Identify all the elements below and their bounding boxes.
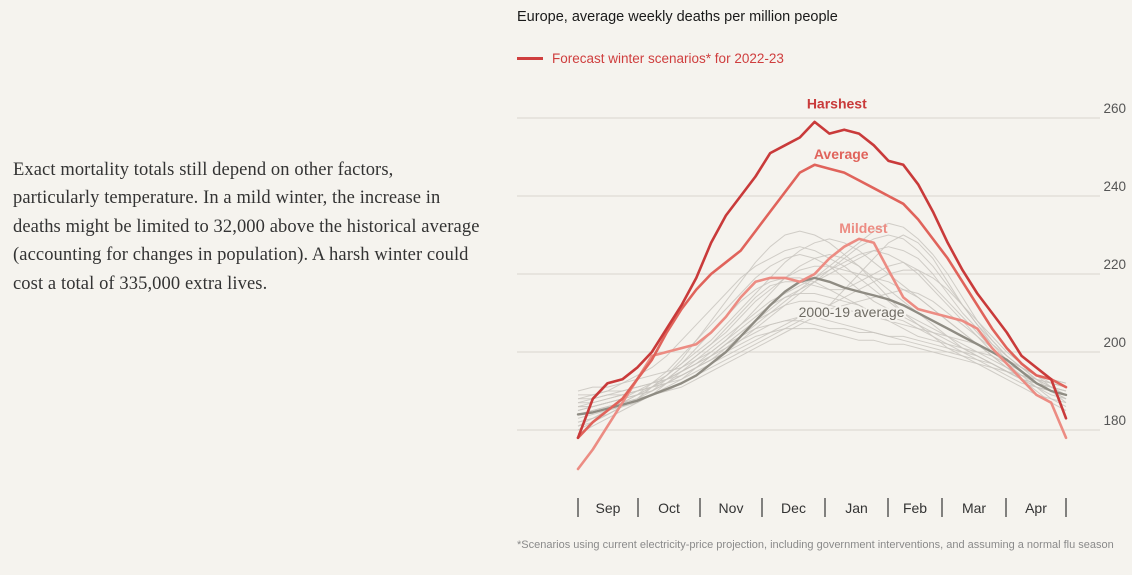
y-tick-label-240: 240 (1103, 179, 1126, 194)
historical-line-18 (577, 277, 1067, 427)
historical-line-16 (577, 222, 1067, 411)
series-line-harshest (576, 120, 1068, 440)
series-line-mildest (576, 237, 1068, 471)
chart-title: Europe, average weekly deaths per millio… (517, 9, 838, 25)
historical-line-0 (577, 246, 1067, 400)
series-line-average (576, 163, 1068, 440)
x-tick-label-mar: Mar (962, 500, 986, 516)
article-text: Exact mortality totals still depend on o… (13, 156, 483, 298)
historical-line-19 (577, 234, 1067, 408)
historical-line-5 (577, 293, 1067, 396)
legend-swatch (517, 57, 543, 60)
x-tick-label-oct: Oct (658, 500, 680, 516)
legend-label: Forecast winter scenarios* for 2022-23 (552, 51, 784, 66)
chart-legend: Forecast winter scenarios* for 2022-23 (517, 51, 784, 66)
y-tick-label-200: 200 (1103, 335, 1126, 350)
series-line-2000-19-average (576, 276, 1068, 416)
annotation-average: Average (814, 146, 869, 162)
article-paragraph: Exact mortality totals still depend on o… (13, 160, 480, 294)
annotation-2000-19-average: 2000-19 average (799, 304, 905, 320)
chart-footnote: *Scenarios using current electricity-pri… (517, 539, 1114, 551)
annotation-harshest: Harshest (807, 95, 867, 111)
y-tick-label-180: 180 (1103, 413, 1126, 428)
x-tick-label-nov: Nov (719, 500, 744, 516)
x-tick-label-dec: Dec (781, 500, 806, 516)
historical-line-7 (577, 238, 1067, 411)
annotation-mildest: Mildest (839, 220, 888, 236)
historical-line-11 (577, 250, 1067, 435)
x-tick-label-jan: Jan (845, 500, 868, 516)
x-tick-label-sep: Sep (596, 500, 621, 516)
historical-line-15 (577, 254, 1067, 423)
y-tick-label-260: 260 (1103, 101, 1126, 116)
x-tick-label-feb: Feb (903, 500, 927, 516)
historical-line-13 (577, 269, 1067, 415)
y-tick-label-220: 220 (1103, 257, 1126, 272)
x-tick-label-apr: Apr (1025, 500, 1047, 516)
